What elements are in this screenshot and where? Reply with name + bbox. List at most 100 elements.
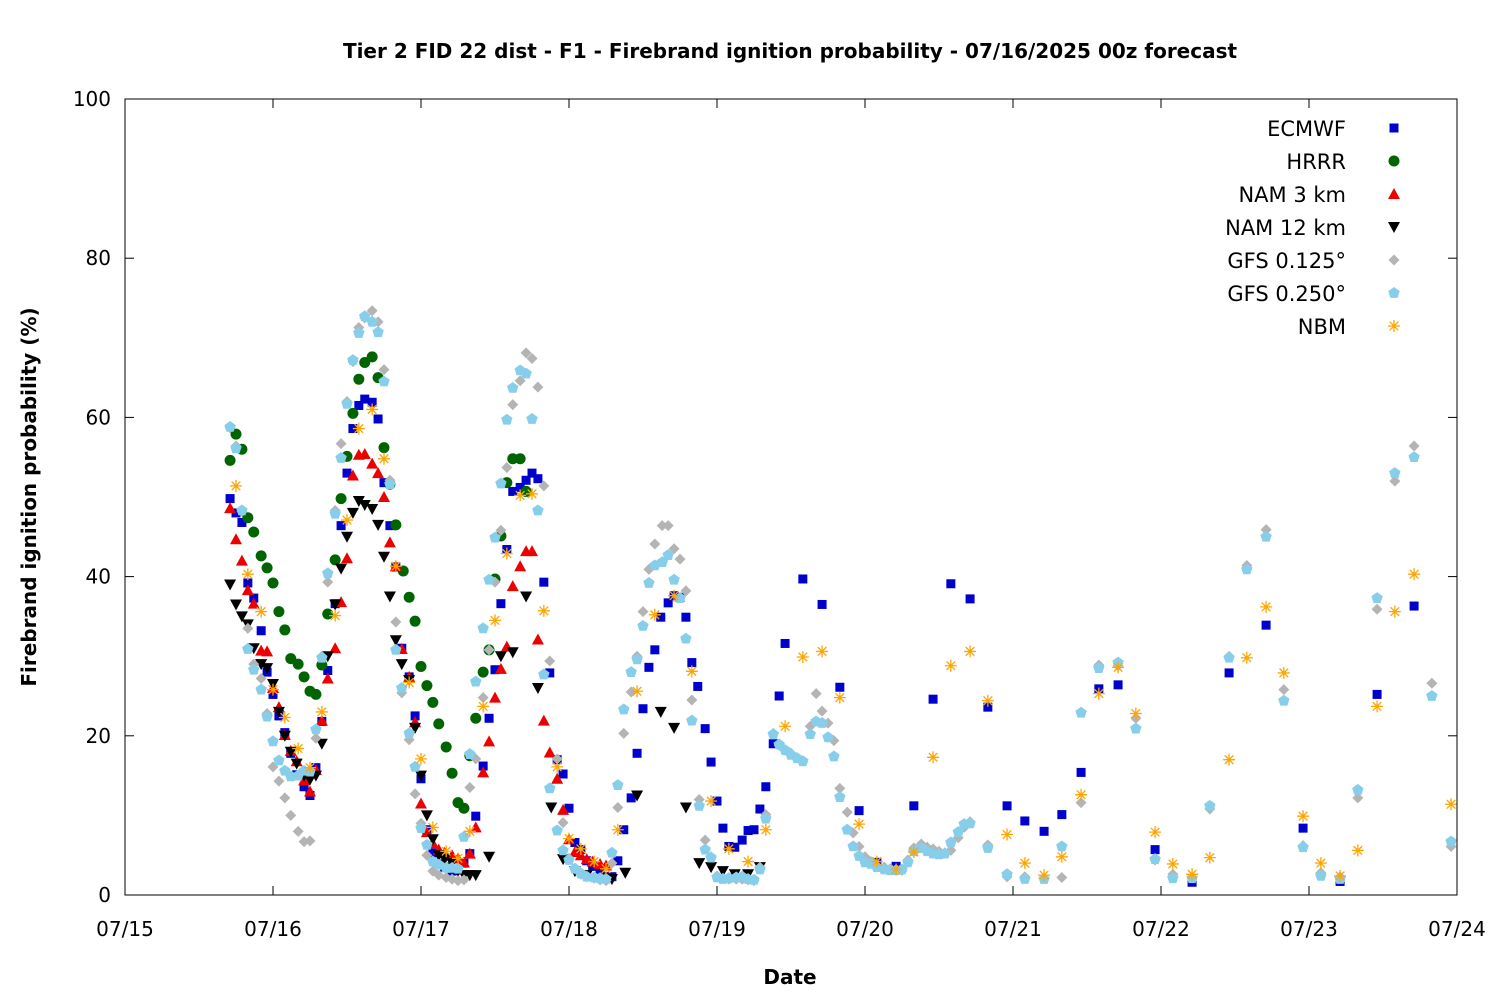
data-point — [366, 503, 379, 515]
data-point — [432, 850, 445, 862]
legend-label: HRRR — [1286, 150, 1346, 174]
x-tick-label: 07/20 — [836, 917, 894, 941]
data-point — [687, 658, 697, 668]
data-point — [261, 710, 273, 722]
x-tick-label: 07/21 — [984, 917, 1042, 941]
data-point — [1186, 868, 1199, 881]
data-point — [335, 452, 347, 463]
data-point — [372, 519, 385, 531]
data-point — [256, 626, 266, 636]
data-point — [681, 612, 691, 622]
data-point — [421, 838, 433, 850]
data-point — [272, 706, 285, 718]
data-point — [347, 407, 359, 419]
data-point — [346, 469, 359, 481]
data-point — [668, 589, 681, 602]
data-point — [1241, 563, 1253, 575]
data-point — [336, 521, 346, 531]
data-point — [420, 810, 433, 822]
data-point — [329, 609, 342, 622]
data-point — [409, 615, 421, 627]
data-point — [469, 821, 482, 833]
data-point — [501, 413, 513, 425]
data-point — [428, 848, 438, 858]
data-point — [527, 468, 537, 478]
data-point — [1240, 651, 1253, 664]
data-point — [907, 846, 920, 859]
data-point — [1389, 475, 1401, 487]
data-point — [779, 720, 792, 733]
data-point — [347, 354, 359, 365]
data-point — [722, 842, 735, 855]
data-point — [515, 482, 525, 492]
data-point — [483, 573, 495, 585]
data-point — [230, 479, 242, 492]
data-point — [816, 645, 829, 658]
data-point — [352, 495, 365, 507]
data-point — [1204, 799, 1216, 811]
data-point — [458, 802, 470, 814]
data-point — [470, 712, 482, 724]
data-point — [1297, 841, 1309, 853]
x-tick-label: 07/23 — [1280, 917, 1338, 941]
data-point — [1130, 722, 1142, 734]
data-point — [693, 858, 706, 870]
data-point — [680, 632, 692, 644]
data-point — [225, 494, 235, 504]
data-point — [242, 622, 254, 634]
data-point — [352, 422, 365, 435]
data-point — [1426, 690, 1438, 701]
data-point — [927, 751, 940, 764]
data-point — [568, 846, 581, 858]
data-point — [477, 666, 489, 678]
data-point — [341, 552, 353, 564]
data-point — [426, 834, 439, 846]
data-point — [1167, 872, 1179, 884]
data-point — [1278, 694, 1290, 706]
data-point — [494, 651, 507, 663]
data-point — [490, 665, 500, 675]
data-point — [981, 694, 994, 707]
data-point — [611, 823, 624, 836]
data-point — [255, 672, 267, 684]
data-point — [521, 475, 531, 485]
data-point — [1388, 605, 1401, 618]
data-point — [409, 760, 421, 772]
data-point — [1020, 816, 1030, 826]
x-tick-label: 07/15 — [96, 917, 154, 941]
data-point — [273, 606, 285, 618]
data-point — [224, 502, 237, 514]
data-point — [494, 662, 507, 674]
data-point — [748, 873, 760, 885]
data-point — [310, 732, 322, 744]
data-point — [538, 668, 550, 680]
data-point — [514, 560, 527, 572]
data-point — [797, 755, 809, 767]
data-point — [686, 714, 698, 726]
data-point — [446, 767, 458, 779]
data-point — [780, 638, 790, 648]
data-point — [1445, 835, 1457, 847]
data-point — [335, 438, 347, 450]
data-point — [841, 823, 853, 835]
data-point — [606, 846, 618, 858]
data-point — [359, 310, 371, 322]
data-point — [292, 825, 304, 837]
data-point — [625, 666, 637, 677]
data-point — [834, 791, 846, 802]
data-point — [1002, 801, 1012, 811]
data-point — [1056, 871, 1068, 883]
data-point — [964, 645, 977, 658]
data-point — [478, 761, 488, 771]
data-point — [395, 659, 408, 671]
y-tick-label: 20 — [86, 724, 111, 748]
data-point — [477, 700, 490, 713]
data-point — [531, 683, 544, 695]
data-point — [341, 514, 353, 527]
data-point — [1039, 826, 1049, 836]
data-point — [890, 863, 903, 876]
data-point — [520, 591, 533, 603]
data-point — [230, 442, 242, 454]
data-point — [1038, 869, 1051, 882]
data-point — [1408, 440, 1420, 452]
